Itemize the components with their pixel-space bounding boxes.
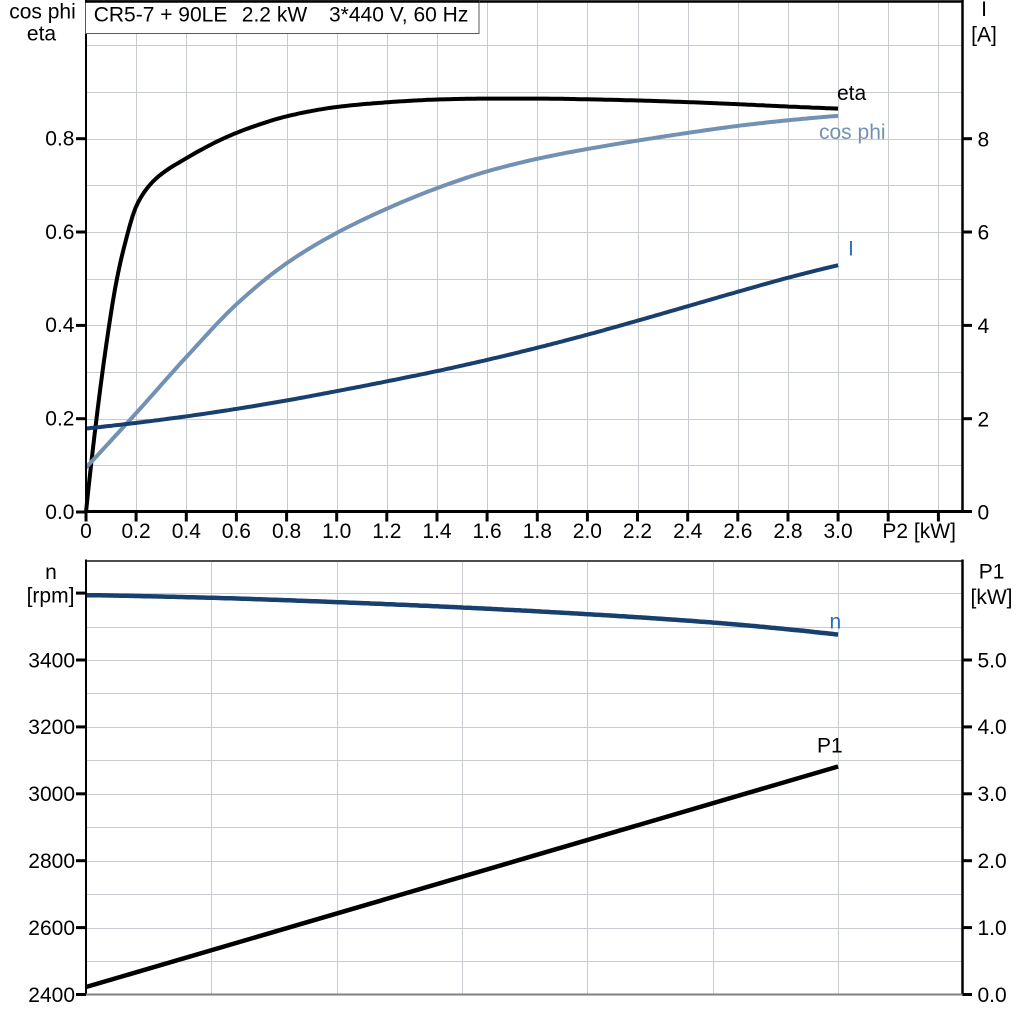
svg-text:1.0: 1.0 (978, 917, 1007, 940)
svg-text:6: 6 (978, 222, 990, 245)
svg-text:0.0: 0.0 (978, 984, 1007, 1007)
svg-text:2.8: 2.8 (773, 520, 802, 543)
svg-text:[kW]: [kW] (971, 586, 1013, 609)
svg-text:2.0: 2.0 (978, 850, 1007, 873)
svg-text:2600: 2600 (28, 917, 75, 940)
svg-text:0.6: 0.6 (45, 221, 74, 244)
svg-text:cos phi: cos phi (819, 121, 886, 144)
svg-text:cos phi: cos phi (9, 1, 76, 24)
svg-text:2: 2 (978, 408, 990, 431)
svg-text:2400: 2400 (28, 984, 75, 1007)
svg-text:[A]: [A] (971, 24, 997, 47)
svg-text:I: I (848, 238, 854, 261)
svg-text:2.6: 2.6 (723, 520, 752, 543)
svg-text:0.8: 0.8 (45, 128, 74, 151)
svg-text:2.4: 2.4 (673, 520, 703, 543)
svg-text:P2 [kW]: P2 [kW] (882, 520, 956, 543)
svg-text:4.0: 4.0 (978, 716, 1007, 739)
svg-text:CR5-7 + 90LE: CR5-7 + 90LE (94, 4, 228, 27)
svg-text:4: 4 (978, 315, 990, 338)
svg-text:2.2: 2.2 (623, 520, 652, 543)
svg-text:3.0: 3.0 (978, 783, 1007, 806)
svg-text:0.2: 0.2 (121, 520, 150, 543)
svg-text:0: 0 (80, 520, 92, 543)
svg-text:eta: eta (27, 23, 57, 46)
svg-text:0.4: 0.4 (45, 314, 75, 337)
svg-text:2.2 kW: 2.2 kW (242, 4, 308, 27)
svg-text:1.2: 1.2 (372, 520, 401, 543)
svg-text:[rpm]: [rpm] (27, 585, 75, 608)
svg-text:P1: P1 (979, 561, 1005, 584)
svg-text:0.6: 0.6 (222, 520, 251, 543)
svg-text:3400: 3400 (28, 649, 75, 672)
svg-text:3000: 3000 (28, 783, 75, 806)
svg-text:8: 8 (978, 128, 990, 151)
svg-text:0: 0 (978, 502, 990, 525)
svg-text:3200: 3200 (28, 716, 75, 739)
svg-text:0.0: 0.0 (45, 501, 74, 524)
svg-text:P1: P1 (817, 735, 843, 758)
svg-text:n: n (45, 561, 57, 584)
svg-text:0.2: 0.2 (45, 408, 74, 431)
svg-text:1.6: 1.6 (472, 520, 501, 543)
svg-text:1.0: 1.0 (322, 520, 351, 543)
svg-text:eta: eta (837, 82, 867, 105)
svg-text:3*440 V, 60 Hz: 3*440 V, 60 Hz (329, 4, 468, 27)
svg-text:1.8: 1.8 (523, 520, 552, 543)
svg-text:2.0: 2.0 (573, 520, 602, 543)
svg-text:0.4: 0.4 (172, 520, 202, 543)
svg-text:2800: 2800 (28, 850, 75, 873)
svg-text:0.8: 0.8 (272, 520, 301, 543)
svg-text:I: I (981, 0, 987, 21)
svg-text:5.0: 5.0 (978, 649, 1007, 672)
svg-text:3.0: 3.0 (823, 520, 852, 543)
svg-text:1.4: 1.4 (422, 520, 452, 543)
svg-text:n: n (830, 611, 842, 634)
